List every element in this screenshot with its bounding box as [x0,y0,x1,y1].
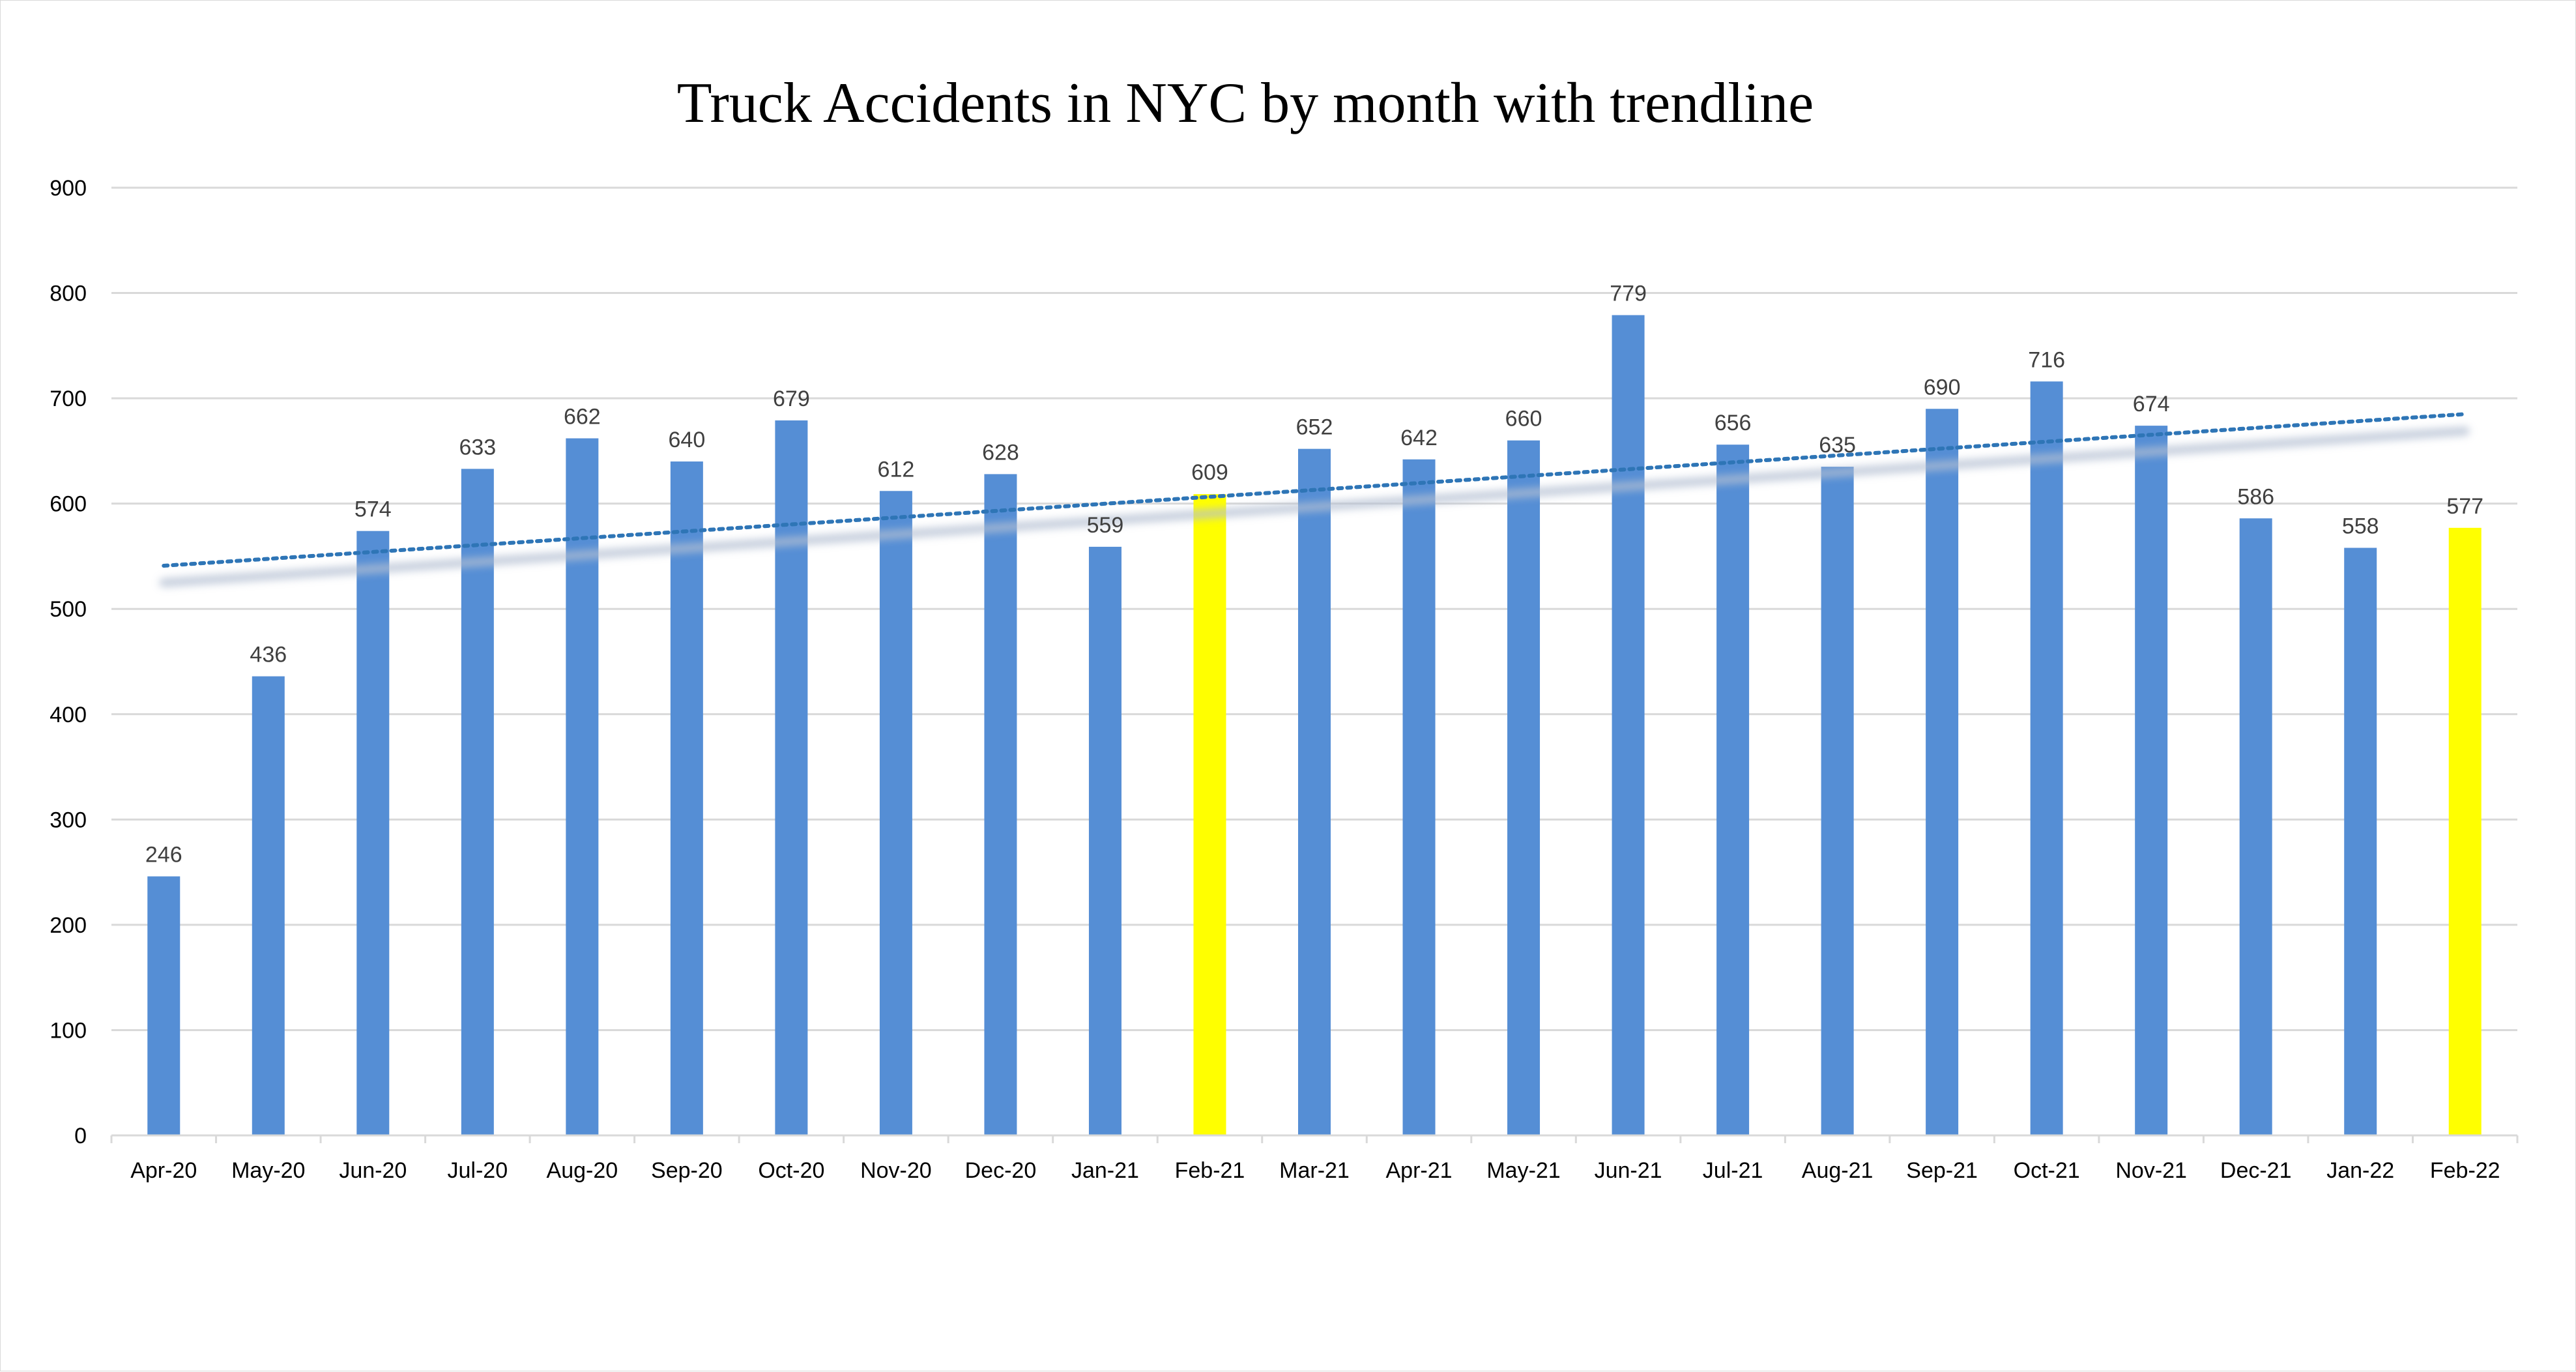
bar [461,469,494,1135]
bar [2448,527,2482,1135]
x-tick-label: Jul-20 [448,1158,508,1183]
x-tick-label: Sep-20 [651,1158,723,1183]
x-tick-label: Jul-21 [1703,1158,1763,1183]
x-tick-label: Nov-21 [2115,1158,2187,1183]
x-tick-label: Feb-21 [1175,1158,1245,1183]
x-tick-label: Feb-22 [2430,1158,2500,1183]
bars [147,315,2482,1136]
data-label: 679 [773,387,810,411]
y-axis-ticks: 0 100 200 300 400 500 600 700 800 900 [50,176,87,1148]
data-label: 635 [1819,433,1856,458]
x-tick-label: Apr-20 [130,1158,197,1183]
bar [984,474,1017,1135]
x-tick-label: Nov-20 [860,1158,932,1183]
bar [1926,409,1959,1136]
bar [1507,440,1541,1135]
bar [1402,459,1436,1135]
data-label: 612 [878,457,915,482]
y-tick-label: 200 [50,913,87,938]
data-label: 558 [2342,514,2379,539]
x-tick-label: Mar-21 [1279,1158,1350,1183]
x-tick-label: Aug-21 [1802,1158,1874,1183]
bar [2344,547,2377,1135]
data-label: 662 [564,405,601,430]
y-tick-label: 400 [50,703,87,727]
bar [1193,494,1226,1135]
bar [566,438,599,1135]
x-tick-label: Apr-21 [1385,1158,1452,1183]
chart-title: Truck Accidents in NYC by month with tre… [677,72,1814,135]
data-label: 574 [355,497,392,522]
data-label: 640 [669,428,706,452]
x-tick-label: May-21 [1486,1158,1560,1183]
x-tick-label: Sep-21 [1906,1158,1978,1183]
y-tick-label: 700 [50,387,87,411]
data-label: 690 [1924,375,1961,400]
bar [356,531,390,1135]
y-tick-label: 900 [50,176,87,201]
bar [1612,315,1645,1136]
x-tick-label: May-20 [231,1158,305,1183]
trendline-line [162,412,2467,568]
y-tick-label: 600 [50,492,87,517]
y-tick-label: 500 [50,597,87,622]
data-label: 660 [1505,407,1542,431]
data-labels: 246 436 574 633 662 640 679 612 628 559 609 652 642 6… [145,281,2483,867]
x-tick-label: Dec-20 [965,1158,1037,1183]
data-label: 246 [145,843,182,868]
bar [2030,381,2063,1135]
data-label: 577 [2446,494,2483,519]
x-tick-label: Aug-20 [547,1158,618,1183]
x-tick-label: Oct-21 [2014,1158,2080,1183]
bar [1088,546,1122,1135]
x-axis: Apr-20 May-20 Jun-20 Jul-20 Aug-20 Sep-20 Oct-… [110,1134,2519,1183]
x-tick-label: Jun-21 [1595,1158,1662,1183]
data-label: 674 [2133,392,2170,416]
x-tick-label: Jan-22 [2326,1158,2394,1183]
bar [1716,445,1750,1135]
bar [879,491,912,1135]
y-tick-label: 0 [74,1124,87,1148]
data-label: 652 [1296,415,1333,440]
bar [2135,426,2168,1136]
bar [775,420,808,1135]
bar [670,461,703,1135]
y-tick-label: 800 [50,282,87,306]
bar [1298,448,1331,1136]
data-label: 716 [2028,347,2065,372]
y-tick-label: 100 [50,1018,87,1043]
x-tick-label: Jun-20 [339,1158,407,1183]
data-label: 633 [459,435,496,460]
x-tick-label: Dec-21 [2220,1158,2292,1183]
data-label: 642 [1400,426,1438,450]
x-tick-label: Oct-20 [758,1158,824,1183]
y-tick-label: 300 [50,808,87,832]
data-label: 559 [1087,513,1124,538]
data-label: 436 [250,643,287,667]
trendline [159,412,2470,587]
data-label: 779 [1610,281,1647,306]
trendline-shadow [159,426,2470,587]
bar [252,676,285,1135]
data-label: 586 [2237,484,2274,509]
bar [1821,467,1854,1135]
bar [147,876,181,1135]
data-label: 628 [982,440,1019,465]
x-tick-label: Jan-21 [1071,1158,1139,1183]
data-label: 609 [1191,460,1228,485]
bar [2239,518,2272,1135]
data-label: 656 [1715,411,1752,435]
